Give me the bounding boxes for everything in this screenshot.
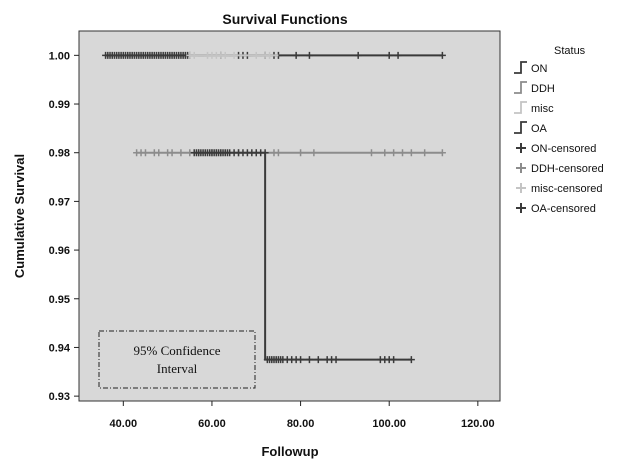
legend-label: DDH: [531, 83, 555, 95]
legend-item: misc: [514, 101, 554, 115]
legend-label: misc: [531, 103, 554, 115]
annotation-box: [98, 330, 256, 389]
x-tick-label: 80.00: [287, 418, 315, 430]
series-misc: [186, 51, 279, 59]
series-layer: [102, 51, 446, 364]
censor-mark-misc: [221, 51, 229, 59]
x-axis-label: Followup: [261, 444, 318, 459]
legend-plus-swatch: [516, 163, 526, 173]
y-tick-label: 0.95: [49, 294, 70, 306]
y-axis-label: Cumulative Survival: [12, 154, 27, 278]
legend-label: misc-censored: [531, 183, 603, 195]
censor-mark-misc: [266, 51, 274, 59]
legend-label: ON-censored: [531, 143, 596, 155]
series-oa: [190, 149, 415, 364]
y-tick-label: 0.97: [49, 196, 70, 208]
censor-mark-oa: [390, 356, 398, 364]
censor-mark-oa: [407, 356, 415, 364]
censor-mark-on: [438, 51, 446, 59]
x-tick-label: 120.00: [461, 418, 495, 430]
censor-mark-ddh: [399, 149, 407, 157]
censor-mark-ddh: [177, 149, 185, 157]
censor-mark-ddh: [390, 149, 398, 157]
censor-mark-oa: [297, 356, 305, 364]
x-tick-label: 40.00: [110, 418, 138, 430]
x-tick-label: 100.00: [372, 418, 406, 430]
y-tick-label: 0.93: [49, 391, 70, 403]
legend-item: ON: [514, 61, 548, 75]
censor-mark-ddh: [438, 149, 446, 157]
y-tick-label: 0.98: [49, 148, 70, 160]
legend-label: OA: [531, 123, 548, 135]
legend-title: Status: [554, 45, 586, 57]
legend-label: ON: [531, 63, 548, 75]
censor-mark-ddh: [310, 149, 318, 157]
censor-mark-ddh: [297, 149, 305, 157]
censor-mark-ddh: [141, 149, 149, 157]
censor-mark-ddh: [168, 149, 176, 157]
censor-mark-ddh: [155, 149, 163, 157]
confidence-annotation: 95% Confidence Interval: [98, 330, 256, 389]
legend-step-swatch: [514, 61, 527, 74]
legend-item: ON-censored: [516, 143, 596, 155]
legend-item: OA-censored: [516, 203, 596, 215]
censor-mark-oa: [332, 356, 340, 364]
plot-area: [78, 30, 501, 402]
annotation-line-2: Interval: [157, 361, 198, 376]
y-tick-label: 1.00: [49, 50, 70, 62]
censor-mark-oa: [314, 356, 322, 364]
legend-plus-swatch: [516, 143, 526, 153]
censor-mark-misc: [230, 51, 238, 59]
censor-mark-ddh: [421, 149, 429, 157]
censor-mark-on: [305, 51, 313, 59]
y-axis: 0.93 0.94 0.95 0.96 0.97 0.98 0.99 1.00: [49, 50, 79, 403]
y-tick-label: 0.94: [49, 342, 71, 354]
censor-mark-misc: [252, 51, 260, 59]
censor-mark-on: [394, 51, 402, 59]
legend-step-swatch: [514, 121, 527, 134]
y-tick-label: 0.99: [49, 99, 70, 111]
censor-mark-ddh: [367, 149, 375, 157]
censor-mark-on: [292, 51, 300, 59]
x-axis: 40.00 60.00 80.00 100.00 120.00: [110, 401, 495, 430]
censor-mark-oa: [305, 356, 313, 364]
x-tick-label: 60.00: [198, 418, 226, 430]
censor-mark-oa: [261, 149, 269, 157]
censor-mark-on: [385, 51, 393, 59]
legend-plus-swatch: [516, 183, 526, 193]
legend-item: DDH-censored: [516, 163, 604, 175]
legend-item: DDH: [514, 81, 555, 95]
legend-label: DDH-censored: [531, 163, 604, 175]
legend-step-swatch: [514, 101, 527, 114]
censor-mark-ddh: [407, 149, 415, 157]
censor-mark-on: [354, 51, 362, 59]
annotation-line-1: 95% Confidence: [133, 343, 220, 358]
legend-item: OA: [514, 121, 548, 135]
censor-mark-ddh: [274, 149, 282, 157]
censor-mark-misc: [190, 51, 198, 59]
legend-item: misc-censored: [516, 183, 603, 195]
y-tick-label: 0.96: [49, 245, 70, 257]
censor-mark-ddh: [381, 149, 389, 157]
legend-step-swatch: [514, 81, 527, 94]
legend-plus-swatch: [516, 203, 526, 213]
chart-title: Survival Functions: [222, 11, 347, 27]
legend-label: OA-censored: [531, 203, 596, 215]
legend: Status ON DDH misc OA ON-censored DDH-censore…: [514, 45, 604, 215]
